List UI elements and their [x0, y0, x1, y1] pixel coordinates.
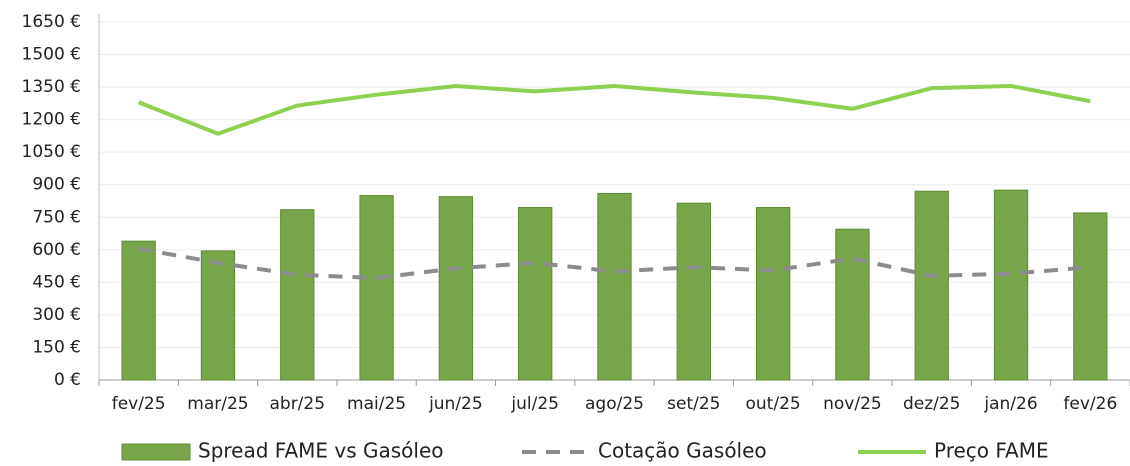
- y-tick-label: 1650 €: [22, 12, 81, 32]
- bar: [200, 250, 236, 381]
- x-tick-label: jun/25: [428, 394, 483, 414]
- bar: [755, 207, 791, 381]
- bar: [993, 189, 1029, 381]
- x-tick-label: mar/25: [187, 394, 248, 414]
- bar: [1073, 212, 1108, 381]
- y-tick-label: 1050 €: [22, 142, 81, 162]
- y-tick-label: 150 €: [32, 337, 81, 357]
- x-tick-label: jul/25: [510, 394, 559, 414]
- bar: [438, 196, 474, 381]
- x-tick-label: abr/25: [269, 394, 325, 414]
- x-tick-label: dez/25: [903, 394, 961, 414]
- x-tick-label: ago/25: [585, 394, 644, 414]
- legend-label: Spread FAME vs Gasóleo: [198, 439, 444, 463]
- y-tick-label: 1500 €: [22, 45, 81, 65]
- y-tick-label: 600 €: [32, 240, 81, 260]
- bar: [914, 190, 949, 381]
- bar: [359, 195, 394, 381]
- y-tick-label: 1350 €: [22, 77, 81, 97]
- x-tick-label: out/25: [746, 394, 801, 414]
- y-tick-label: 0 €: [54, 370, 81, 390]
- line-series: [138, 246, 1091, 281]
- legend-label: Cotação Gasóleo: [598, 439, 767, 463]
- bar: [835, 228, 870, 381]
- y-tick-label: 750 €: [32, 207, 81, 227]
- line-series: [137, 83, 1091, 136]
- y-tick-label: 900 €: [32, 175, 81, 195]
- bar: [518, 207, 553, 381]
- x-tick-label: nov/25: [823, 394, 882, 414]
- legend-label: Preço FAME: [934, 439, 1049, 463]
- y-tick-label: 450 €: [32, 272, 81, 292]
- x-tick-label: mai/25: [347, 394, 406, 414]
- x-tick-label: set/25: [667, 394, 720, 414]
- x-tick-label: fev/26: [1063, 394, 1117, 414]
- x-tick-label: jan/26: [983, 394, 1037, 414]
- legend-swatch: [121, 443, 191, 461]
- bar: [280, 209, 315, 381]
- bar: [121, 240, 156, 381]
- y-tick-label: 300 €: [32, 305, 81, 325]
- bar: [676, 202, 711, 381]
- x-tick-label: fev/25: [112, 394, 166, 414]
- y-tick-label: 1200 €: [22, 110, 81, 130]
- bar: [597, 192, 632, 381]
